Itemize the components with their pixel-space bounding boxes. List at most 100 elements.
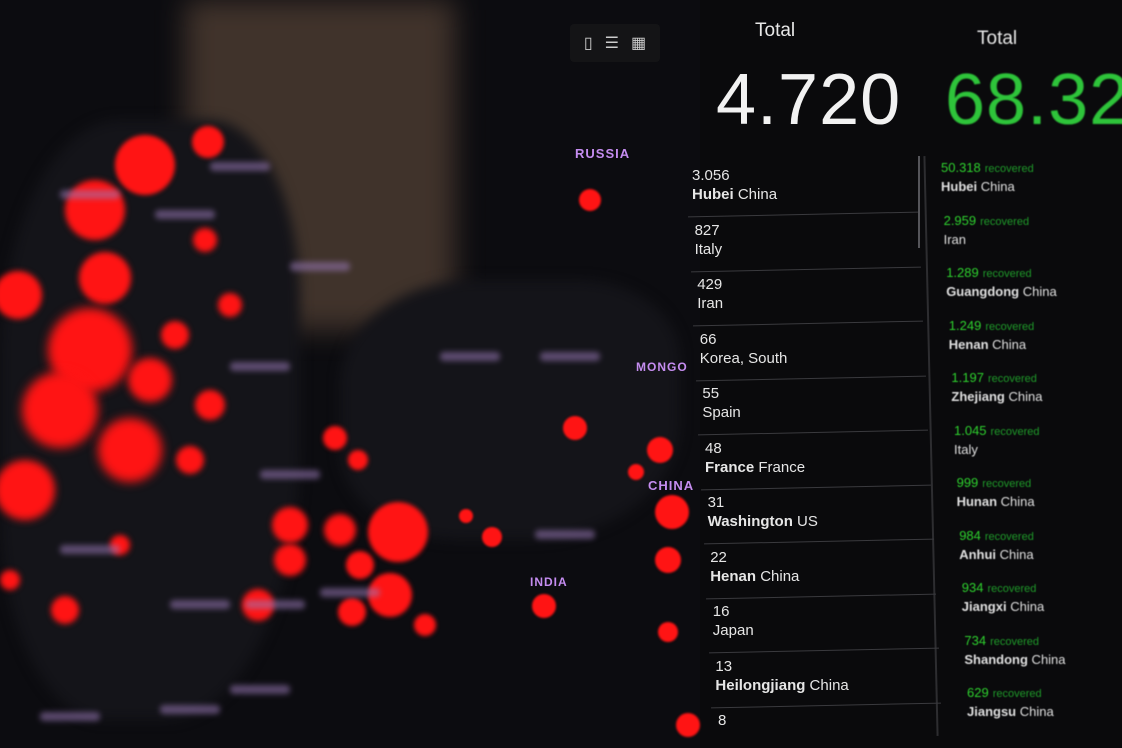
row-divider [690, 266, 921, 272]
country-name: Spain [702, 404, 741, 421]
map-marker[interactable] [658, 622, 678, 642]
map-marker[interactable] [79, 252, 131, 304]
map-marker[interactable] [532, 594, 556, 618]
map-marker[interactable] [346, 551, 374, 579]
region-name: Guangdong [946, 284, 1020, 299]
row-divider [688, 211, 918, 218]
scrollbar[interactable] [918, 156, 920, 248]
country-name: China [1027, 651, 1066, 667]
map-label-blurred [170, 600, 230, 609]
case-count: 66 [699, 330, 717, 348]
map-marker[interactable] [655, 495, 689, 529]
list-item[interactable]: 429 Iran [693, 276, 924, 327]
list-item[interactable]: 22 Henan China [706, 549, 937, 599]
case-count: 8 [718, 712, 727, 729]
recovered-total-label: Total [977, 28, 1018, 49]
world-map[interactable]: RUSSIA MONGO CHINA INDIA [0, 0, 700, 748]
qr-icon[interactable]: ▦ [631, 35, 647, 52]
list-item[interactable]: 1.289 recovered Guangdong China [946, 265, 1057, 299]
map-marker[interactable] [274, 544, 306, 576]
map-marker[interactable] [128, 358, 172, 402]
recovered-suffix: recovered [985, 320, 1035, 333]
list-item[interactable]: 3.056 Hubei China [688, 168, 918, 218]
row-divider [708, 647, 939, 654]
list-item[interactable]: 1.045 recovered Italy [954, 423, 1039, 457]
map-marker[interactable] [193, 228, 217, 252]
map-marker[interactable] [563, 416, 587, 440]
map-marker[interactable] [655, 547, 681, 573]
recovered-total-value: 68.324 [945, 60, 1122, 140]
list-icon[interactable]: ☰ [604, 35, 620, 52]
region-name: Henan [948, 336, 989, 352]
view-toolbar: ▯ ☰ ▦ [570, 24, 660, 62]
list-item[interactable]: 827 Italy [690, 222, 921, 272]
map-marker[interactable] [348, 450, 368, 470]
case-count: 1.249 [948, 317, 982, 333]
map-marker[interactable] [218, 293, 242, 317]
map-marker[interactable] [338, 598, 366, 626]
country-name: France [754, 458, 806, 476]
list-item[interactable]: 50.318 recovered Hubei China [941, 160, 1034, 194]
map-marker[interactable] [0, 271, 42, 319]
map-marker[interactable] [579, 189, 601, 211]
location: Spain [702, 405, 740, 421]
country-name: China [988, 336, 1027, 352]
list-item[interactable]: 934 recovered Jiangxi China [962, 580, 1044, 614]
map-marker[interactable] [65, 180, 125, 240]
case-count: 984 [959, 527, 981, 543]
list-item[interactable]: 66 Korea, South [695, 330, 926, 381]
case-count: 429 [697, 276, 723, 293]
location: Korea, South [700, 350, 788, 367]
map-marker[interactable] [628, 464, 644, 480]
list-item[interactable]: 999 recovered Hunan China [957, 475, 1035, 509]
map-marker[interactable] [192, 126, 224, 158]
country-name: Italy [694, 240, 723, 258]
region-name: Hubei [941, 179, 978, 194]
list-item[interactable]: 629 recovered Jiangsu China [967, 685, 1054, 719]
list-item[interactable]: 48 France France [701, 440, 931, 490]
map-label-blurred [155, 210, 215, 219]
map-marker[interactable] [414, 614, 436, 636]
map-marker[interactable] [161, 321, 189, 349]
bookmark-icon[interactable]: ▯ [583, 35, 593, 52]
location: Shandong China [964, 652, 1065, 667]
map-marker[interactable] [195, 390, 225, 420]
map-marker[interactable] [176, 446, 204, 474]
list-item[interactable]: 984 recovered Anhui China [959, 528, 1034, 562]
row-divider [701, 484, 931, 490]
map-marker[interactable] [51, 596, 79, 624]
map-marker[interactable] [98, 418, 162, 482]
list-item[interactable]: 734 recovered Shandong China [964, 633, 1065, 667]
recovered-suffix: recovered [982, 478, 1032, 490]
case-count: 31 [707, 494, 725, 511]
map-label-china: CHINA [648, 478, 695, 493]
map-marker[interactable] [272, 507, 308, 543]
map-label-blurred [40, 712, 100, 721]
map-marker[interactable] [22, 372, 98, 448]
map-marker[interactable] [482, 527, 502, 547]
list-item[interactable]: 13 Heilongjiang China [711, 658, 942, 708]
list-item[interactable]: 8 [718, 713, 726, 732]
map-marker[interactable] [323, 426, 347, 450]
recovered-suffix: recovered [984, 163, 1034, 175]
map-marker[interactable] [368, 502, 428, 562]
map-label-blurred [540, 352, 600, 361]
map-marker[interactable] [647, 437, 673, 463]
map-marker[interactable] [459, 509, 473, 523]
location: France France [705, 458, 806, 476]
map-marker[interactable] [324, 514, 356, 546]
map-marker[interactable] [0, 570, 20, 590]
list-item[interactable]: 55 Spain [698, 386, 929, 436]
country-name: Japan [712, 622, 754, 639]
map-marker[interactable] [0, 460, 55, 520]
list-item[interactable]: 1.249 recovered Henan China [949, 318, 1034, 352]
map-marker[interactable] [676, 713, 700, 737]
row-divider [706, 593, 937, 599]
map-marker[interactable] [115, 135, 175, 195]
list-item[interactable]: 31 Washington US [703, 494, 934, 545]
list-item[interactable]: 1.197 recovered Zhejiang China [951, 370, 1042, 404]
map-label-blurred [230, 362, 290, 371]
list-item[interactable]: 16 Japan [708, 604, 939, 654]
list-item[interactable]: 2.959 recovered Iran [944, 213, 1029, 247]
case-count: 50.318 [941, 160, 981, 175]
